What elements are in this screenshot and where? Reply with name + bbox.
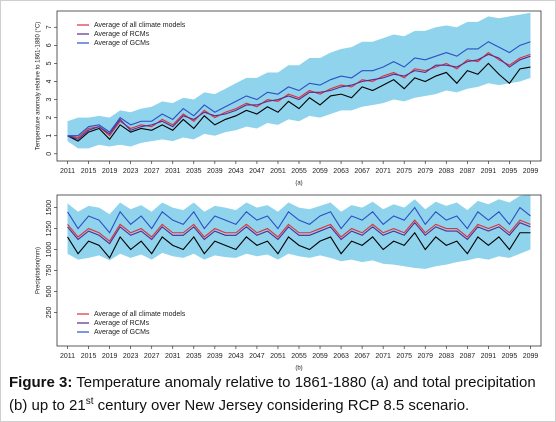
y-tick-label: 1000 (46, 242, 53, 258)
y-tick-label: 3 (46, 98, 53, 102)
x-tick-label: 2063 (333, 168, 349, 175)
legend-label: Average of all climate models (94, 311, 186, 318)
series-line (67, 231, 531, 259)
caption: Figure 3: Temperature anomaly relative t… (9, 373, 549, 415)
y-tick-label: 6 (46, 43, 53, 47)
x-tick-label: 2063 (333, 353, 349, 360)
x-tick-label: 2011 (60, 353, 75, 360)
series-line (67, 221, 531, 245)
legend-label: Average of RCMs (94, 31, 150, 38)
x-tick-label: 2075 (396, 353, 412, 360)
series-line (67, 51, 531, 139)
y-tick-label: 4 (46, 79, 53, 83)
y-tick-label: 500 (46, 286, 53, 298)
x-tick-label: 2087 (460, 353, 476, 360)
x-tick-label: 2083 (439, 168, 455, 175)
x-tick-label: 2055 (291, 353, 307, 360)
x-tick-label: 2071 (375, 168, 391, 175)
x-tick-label: 2071 (375, 353, 391, 360)
x-tick-label: 2091 (481, 353, 497, 360)
x-tick-label: 2043 (228, 168, 244, 175)
y-axis-label: Precipitation(mm) (36, 247, 42, 294)
x-tick-label: 2039 (207, 168, 223, 175)
x-tick-label: 2031 (165, 168, 181, 175)
legend-label: Average of all climate models (94, 22, 186, 29)
series-line (67, 53, 531, 140)
x-tick-label: 2047 (249, 168, 265, 175)
x-tick-label: 2035 (186, 353, 202, 360)
x-tick-label: 2015 (81, 168, 97, 175)
range-band (67, 195, 531, 269)
caption-label: Figure 3: (9, 374, 73, 391)
y-tick-label: 5 (46, 61, 53, 65)
x-tick-label: 2059 (312, 353, 328, 360)
x-tick-label: 2099 (523, 168, 539, 175)
x-tick-label: 2051 (270, 353, 286, 360)
series-line (67, 219, 531, 242)
x-axis-label: (b) (295, 366, 302, 371)
x-tick-label: 2043 (228, 353, 244, 360)
x-tick-label: 2099 (523, 353, 539, 360)
x-tick-label: 2035 (186, 168, 202, 175)
x-tick-label: 2079 (417, 353, 433, 360)
x-tick-label: 2075 (396, 168, 412, 175)
x-tick-label: 2039 (207, 353, 223, 360)
x-tick-label: 2023 (123, 353, 139, 360)
legend-label: Average of GCMs (94, 329, 150, 336)
x-tick-label: 2095 (502, 353, 518, 360)
y-tick-label: 1 (46, 134, 53, 138)
x-tick-label: 2015 (81, 353, 97, 360)
caption-text: Temperature anomaly relative to 1861-188… (9, 374, 536, 414)
charts: 0 1 2 3 4 5 6 7 2011 2015 2019 2023 2027 2031 2035 2039… (36, 10, 542, 372)
series-line (67, 41, 531, 137)
x-tick-label: 2019 (102, 168, 118, 175)
y-tick-label: 2 (46, 116, 53, 120)
x-tick-label: 2083 (439, 353, 455, 360)
x-tick-label: 2059 (312, 168, 328, 175)
series-line (67, 206, 531, 234)
y-tick-label: 0 (46, 152, 53, 156)
x-tick-label: 2019 (102, 353, 118, 360)
x-tick-label: 2067 (354, 168, 370, 175)
y-tick-label: 7 (46, 25, 53, 29)
x-axis-label: (a) (295, 181, 302, 187)
x-tick-label: 2051 (270, 168, 286, 175)
x-tick-label: 2027 (144, 353, 160, 360)
x-tick-label: 2027 (144, 168, 160, 175)
x-tick-label: 2011 (60, 168, 75, 175)
x-tick-label: 2055 (291, 168, 307, 175)
x-tick-label: 2095 (502, 168, 518, 175)
x-tick-label: 2091 (481, 168, 497, 175)
caption-text-end: century over New Jersey considering RCP … (97, 397, 470, 414)
x-tick-label: 2031 (165, 353, 181, 360)
legend-label: Average of RCMs (94, 320, 150, 327)
y-tick-label: 1250 (46, 221, 53, 237)
x-tick-label: 2079 (417, 168, 433, 175)
x-tick-label: 2047 (249, 353, 265, 360)
caption-sup: st (85, 396, 94, 407)
legend-label: Average of GCMs (94, 40, 150, 47)
series-line (67, 62, 531, 142)
x-tick-label: 2067 (354, 353, 370, 360)
y-tick-label: 1500 (46, 200, 53, 216)
y-axis-label: Temperature anomaly relative to 1861-188… (36, 22, 42, 150)
x-tick-label: 2023 (123, 168, 139, 175)
x-tick-label: 2087 (460, 168, 476, 175)
y-tick-label: 250 (46, 307, 53, 319)
y-tick-label: 750 (46, 265, 53, 277)
